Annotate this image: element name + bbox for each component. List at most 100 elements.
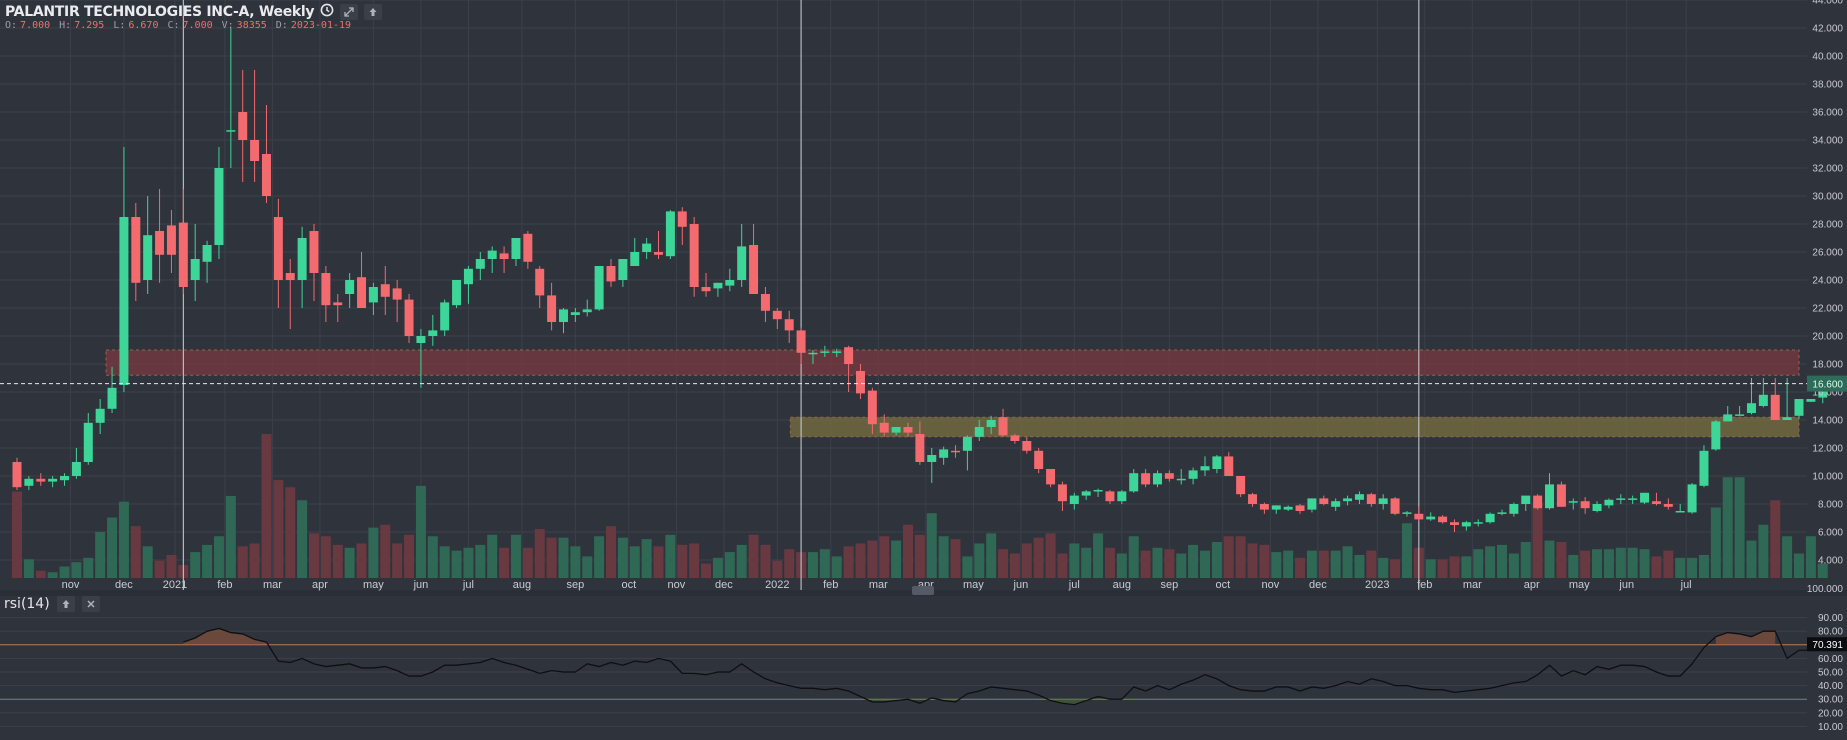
rsi-close-icon[interactable] bbox=[81, 596, 100, 612]
volume-bar bbox=[879, 536, 890, 578]
rsi-tick-label: 30.00 bbox=[1818, 695, 1843, 706]
volume-bar bbox=[1200, 550, 1210, 578]
volume-bar bbox=[962, 556, 973, 578]
volume-bar bbox=[986, 533, 997, 578]
time-axis-label: dec bbox=[115, 579, 133, 591]
rsi-move-up-icon[interactable] bbox=[56, 596, 75, 612]
candle-body bbox=[677, 211, 687, 227]
volume-bar bbox=[558, 537, 569, 578]
volume-bar bbox=[843, 546, 854, 578]
time-axis-label: aug bbox=[1113, 579, 1131, 591]
volume-bar bbox=[1544, 540, 1555, 578]
price-tick-label: 4.000 bbox=[1818, 556, 1843, 567]
maximize-icon[interactable] bbox=[340, 3, 359, 20]
volume-bar bbox=[855, 543, 866, 578]
price-tick-label: 16.000 bbox=[1812, 388, 1843, 399]
volume-bar bbox=[950, 539, 961, 578]
volume-bar bbox=[1081, 547, 1092, 578]
time-axis-label: mar bbox=[869, 579, 888, 591]
candle-body bbox=[1723, 414, 1733, 422]
candle-body bbox=[998, 417, 1008, 436]
candle-body bbox=[784, 319, 794, 331]
candle-body bbox=[951, 450, 961, 453]
candle-body bbox=[1188, 470, 1198, 479]
volume-bar bbox=[1461, 556, 1472, 578]
time-axis-label: oct bbox=[621, 579, 636, 591]
candle-body bbox=[1485, 513, 1495, 523]
volume-bar bbox=[1247, 543, 1258, 578]
candle-body bbox=[1378, 498, 1388, 504]
candle-body bbox=[226, 130, 236, 132]
time-axis-label: may bbox=[963, 579, 984, 591]
settings-arrow-icon[interactable] bbox=[364, 3, 383, 20]
volume-bar bbox=[1497, 544, 1507, 578]
volume-bar bbox=[1568, 554, 1579, 578]
candle-body bbox=[1438, 516, 1448, 523]
candle-body bbox=[1141, 473, 1151, 485]
volume-bar bbox=[1057, 553, 1068, 578]
time-axis-label: dec bbox=[715, 579, 733, 591]
volume-bar bbox=[1556, 542, 1567, 578]
candle-body bbox=[190, 259, 200, 280]
candle-body bbox=[143, 235, 153, 280]
candle-body bbox=[107, 387, 117, 409]
time-axis-label: nov bbox=[667, 579, 685, 591]
volume-bar bbox=[807, 552, 818, 578]
candle-body bbox=[1034, 450, 1044, 469]
volume-bar bbox=[225, 495, 236, 578]
volume-bar bbox=[1758, 524, 1769, 578]
volume-bar bbox=[998, 549, 1009, 578]
volume-bar bbox=[1532, 503, 1543, 578]
candle-body bbox=[606, 266, 616, 282]
candle-body bbox=[618, 259, 628, 280]
volume-bar bbox=[285, 487, 296, 578]
candle-body bbox=[1426, 516, 1436, 520]
volume-bar bbox=[974, 543, 985, 578]
candle-body bbox=[475, 259, 485, 269]
volume-bar bbox=[427, 536, 438, 578]
volume-bar bbox=[71, 562, 82, 578]
ohlc-key: L: bbox=[113, 20, 126, 31]
volume-bar bbox=[1093, 533, 1104, 578]
time-axis-label: feb bbox=[823, 579, 838, 591]
volume-bar bbox=[1734, 477, 1745, 578]
rsi-tick-label: 90.00 bbox=[1818, 613, 1843, 624]
price-tick-label: 22.000 bbox=[1812, 304, 1843, 315]
price-tick-label: 42.000 bbox=[1812, 24, 1843, 35]
volume-bar bbox=[1390, 559, 1401, 578]
clock-icon[interactable] bbox=[320, 2, 334, 21]
candle-body bbox=[238, 112, 248, 140]
volume-bar bbox=[1342, 546, 1353, 578]
candle-body bbox=[832, 351, 842, 353]
candle-body bbox=[1283, 506, 1293, 510]
candle-body bbox=[974, 427, 984, 437]
rsi-tick-label: 60.00 bbox=[1818, 654, 1843, 665]
candle-body bbox=[1164, 473, 1174, 479]
volume-bar bbox=[1782, 536, 1793, 578]
candle-body bbox=[760, 294, 770, 311]
candle-body bbox=[1057, 484, 1067, 502]
rsi-tick-label: 10.00 bbox=[1818, 722, 1843, 733]
ohlc-value: 7.000 bbox=[20, 20, 51, 31]
candle-body bbox=[1010, 435, 1020, 441]
zone-band bbox=[789, 416, 1800, 438]
volume-bar bbox=[641, 539, 652, 578]
candle-body bbox=[333, 302, 343, 306]
volume-bar bbox=[665, 534, 676, 578]
volume-bar bbox=[415, 485, 426, 578]
candle-body bbox=[131, 217, 141, 283]
volume-bar bbox=[1295, 557, 1306, 578]
candle-body bbox=[654, 252, 664, 255]
volume-bar bbox=[701, 563, 712, 578]
volume-bar bbox=[926, 513, 937, 578]
price-tick-label: 30.000 bbox=[1812, 192, 1843, 203]
volume-bar bbox=[522, 547, 533, 578]
volume-bar bbox=[653, 546, 664, 578]
candle-body bbox=[1735, 414, 1745, 416]
volume-bar bbox=[1116, 553, 1127, 578]
time-axis-label: feb bbox=[1417, 579, 1432, 591]
candle-body bbox=[701, 287, 711, 292]
candle-body bbox=[285, 273, 295, 280]
volume-bar bbox=[320, 536, 331, 578]
